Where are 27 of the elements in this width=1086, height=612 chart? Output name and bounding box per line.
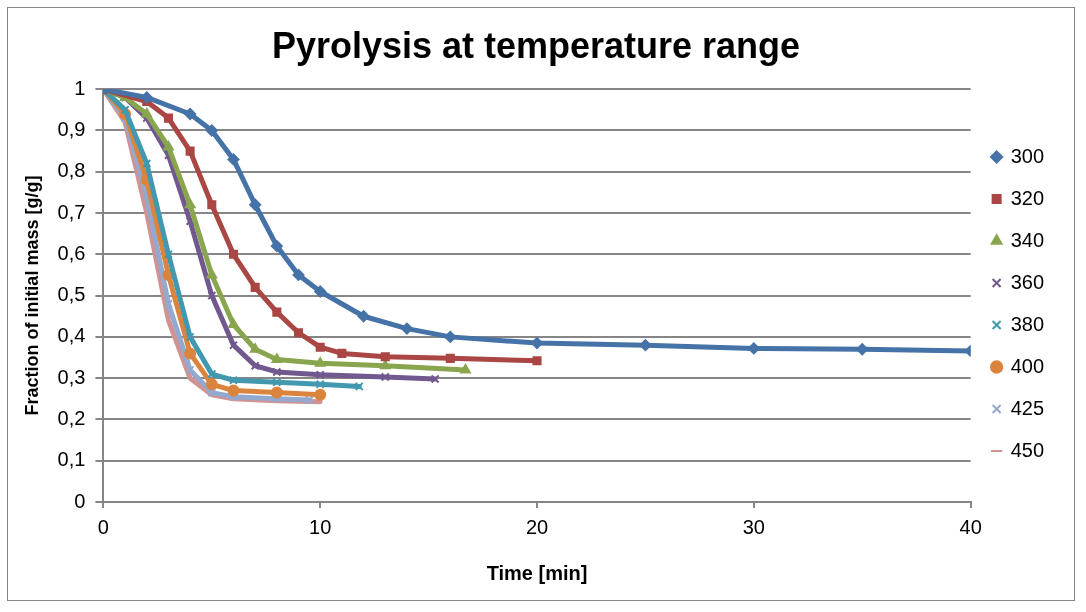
y-tick-label: 0,1 <box>57 448 86 471</box>
legend-label: 425 <box>1010 396 1045 419</box>
legend-label: 340 <box>1010 228 1045 251</box>
y-tick-label: 0 <box>74 489 86 512</box>
x-tick-label: 30 <box>742 515 765 538</box>
x-axis-title: Time [min] <box>486 561 588 584</box>
x-tick-label: 10 <box>309 515 332 538</box>
y-tick-label: 0,3 <box>57 365 86 388</box>
legend-label: 380 <box>1010 312 1045 335</box>
chart-title: Pyrolysis at temperature range <box>271 24 801 66</box>
y-tick-label: 0,8 <box>57 159 86 182</box>
y-tick-label: 0,6 <box>57 241 86 264</box>
x-tick-label: 40 <box>959 515 982 538</box>
y-axis-title: Fraction of initial mass [g/g] <box>21 175 42 416</box>
y-tick-label: 0,2 <box>57 406 86 429</box>
legend-label: 300 <box>1010 144 1045 167</box>
x-tick-label: 0 <box>97 515 109 538</box>
y-tick-label: 0,9 <box>57 118 86 140</box>
legend-label: 320 <box>1010 186 1045 209</box>
x-tick-label: 20 <box>525 515 549 538</box>
y-tick-label: 0,5 <box>57 283 86 306</box>
y-tick-label: 0,4 <box>57 324 86 347</box>
legend-label: 400 <box>1010 354 1045 377</box>
legend-label: 450 <box>1010 438 1045 461</box>
y-tick-label: 1 <box>74 76 86 99</box>
legend-label: 360 <box>1010 270 1045 293</box>
y-tick-label: 0,7 <box>57 200 86 223</box>
